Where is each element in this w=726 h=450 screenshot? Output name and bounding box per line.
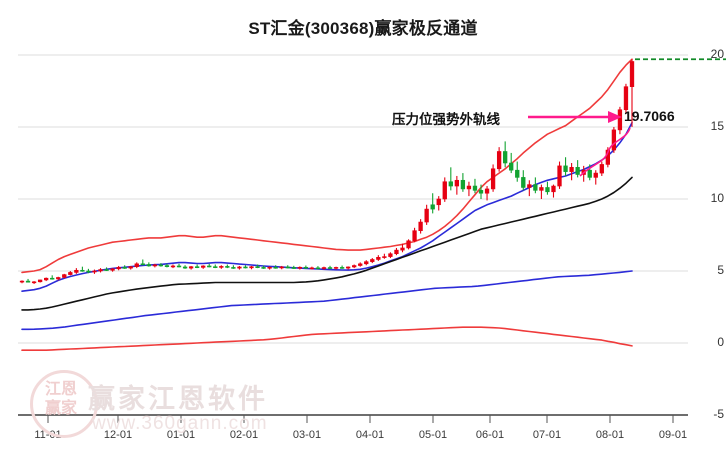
x-axis-tick-label: 05-01 — [418, 429, 448, 441]
y-axis-tick-label: -5 — [713, 407, 724, 421]
axis-lines — [18, 414, 688, 423]
annotation-label: 压力位强势外轨线 — [392, 112, 500, 127]
x-axis-tick-label: 01-01 — [166, 429, 196, 441]
x-axis-tick-label: 07-01 — [532, 429, 562, 441]
x-axis-tick-label: 04-01 — [355, 429, 385, 441]
y-axis-tick-label: 15 — [710, 119, 724, 133]
x-axis-tick-label: 11-01 — [34, 429, 62, 441]
candlestick-series — [19, 59, 635, 284]
grid-lines — [18, 54, 688, 416]
channel-bands — [21, 58, 633, 352]
x-axis-tick-label: 09-01 — [658, 429, 688, 441]
annotation-arrow — [528, 111, 631, 177]
page-title: ST汇金(300368)赢家极反通道 — [248, 19, 478, 38]
y-axis-tick-label: 5 — [717, 263, 724, 277]
annotation-value: 19.7066 — [624, 108, 675, 124]
x-axis-tick-label: 02-01 — [229, 429, 259, 441]
y-axis-tick-label: 10 — [710, 191, 724, 205]
x-axis-tick-label: 12-01 — [103, 429, 133, 441]
y-axis-tick-label: 20 — [710, 47, 724, 61]
x-axis-tick-label: 06-01 — [475, 429, 505, 441]
x-axis-tick-label: 03-01 — [292, 429, 322, 441]
x-axis-tick-label: 08-01 — [595, 429, 625, 441]
y-axis-tick-label: 0 — [717, 335, 724, 349]
